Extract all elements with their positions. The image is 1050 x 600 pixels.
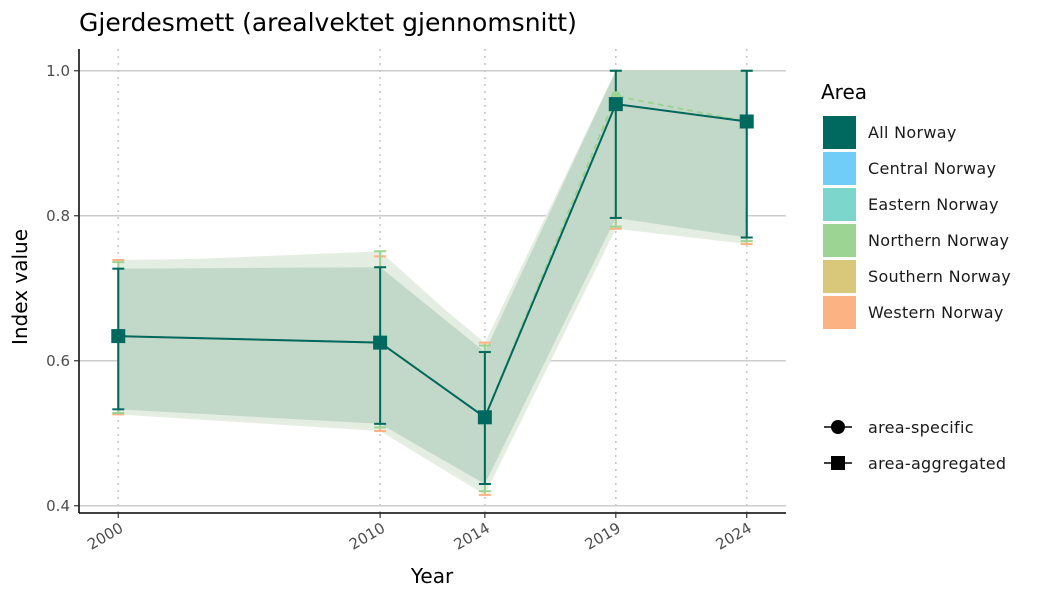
legend-swatch [823,152,856,185]
y-tick-label: 0.8 [46,207,70,225]
x-axis-ticks: 2000 2010 2014 2019 2024 [84,513,755,554]
legend-area-entries: All Norway Central Norway Eastern Norway No… [823,116,1011,329]
y-tick-label: 0.4 [46,497,70,515]
y-axis-ticks: 0.4 0.6 0.8 1.0 [46,62,79,515]
x-tick-label: 2014 [451,519,493,554]
confidence-ribbons [118,70,747,495]
legend-label: Southern Norway [868,267,1011,286]
legend-swatch [823,116,856,149]
data-point-square [608,97,623,112]
legend-label: All Norway [868,123,957,142]
legend-swatch [823,296,856,329]
confidence-ribbon [118,70,747,484]
legend: Area All Norway Central Norway Eastern Nor… [821,80,1011,473]
legend-title: Area [821,80,867,104]
legend-circle-key [831,420,845,434]
x-tick-label: 2010 [346,519,388,554]
chart-title: Gjerdesmett (arealvektet gjennomsnitt) [79,8,577,37]
legend-label: area-specific [868,418,974,437]
legend-label: Northern Norway [868,231,1009,250]
data-point-square [739,114,754,129]
legend-label: area-aggregated [868,454,1006,473]
y-tick-label: 0.6 [46,352,70,370]
legend-swatch [823,224,856,257]
y-axis-title: Index value [8,229,32,345]
legend-label: Eastern Norway [868,195,999,214]
legend-swatch [823,188,856,221]
data-point-square [111,329,126,344]
plot-area: 0.4 0.6 0.8 1.0 2000 2010 2014 2019 2024 [46,49,786,554]
series-points [111,91,754,425]
x-tick-label: 2019 [582,519,624,554]
x-tick-label: 2024 [713,519,755,554]
data-point-square [477,410,492,425]
x-axis-title: Year [410,564,454,588]
legend-shape-entries: area-specific area-aggregated [824,418,1006,473]
legend-square-key [831,456,845,470]
legend-label: Central Norway [868,159,996,178]
legend-swatch [823,260,856,293]
x-tick-label: 2000 [84,519,126,554]
legend-label: Western Norway [868,303,1004,322]
y-tick-label: 1.0 [46,62,70,80]
data-point-square [373,335,388,350]
